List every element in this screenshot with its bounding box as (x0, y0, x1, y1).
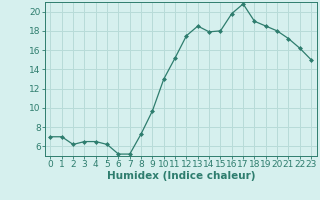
X-axis label: Humidex (Indice chaleur): Humidex (Indice chaleur) (107, 171, 255, 181)
